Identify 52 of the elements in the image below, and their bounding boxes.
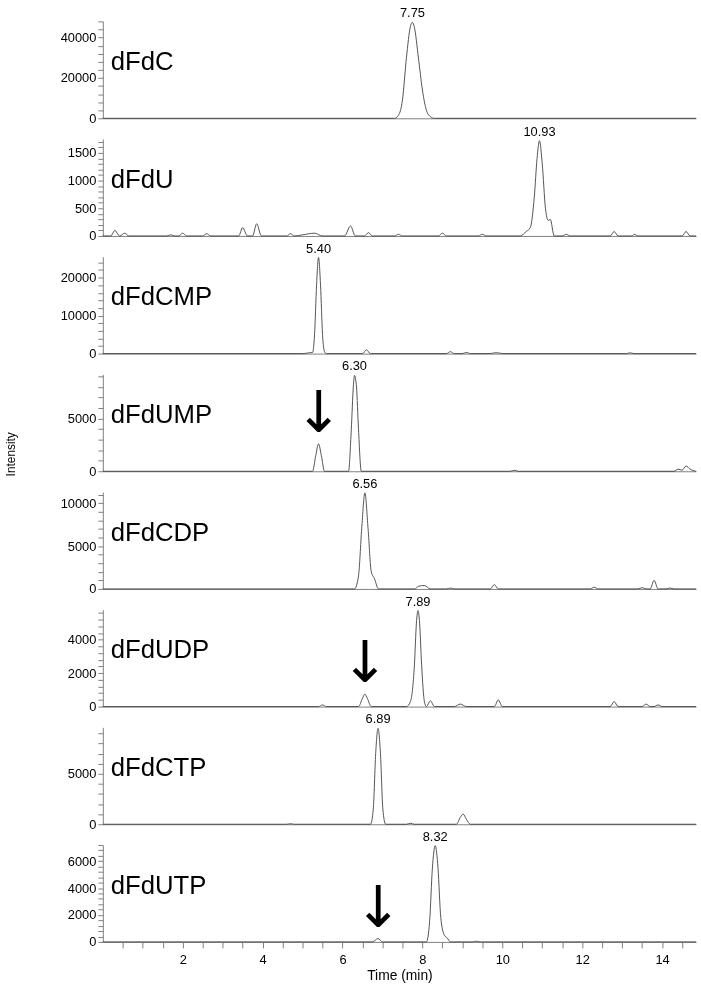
- y-tick-label: 10000: [60, 308, 97, 324]
- text: dFdCMP: [110, 282, 213, 311]
- y-axis-title: Intensity: [4, 432, 19, 477]
- y-tick-label: 4000: [67, 632, 97, 648]
- text: dFdU: [110, 164, 174, 193]
- y-tick-label: 20000: [60, 270, 97, 286]
- y-tick-label: 1000: [67, 173, 97, 189]
- annotation: 7.75: [399, 5, 425, 21]
- y-tick-label: 0: [89, 934, 97, 950]
- y-tick-label: 4000: [67, 880, 97, 896]
- y-tick-label: 0: [89, 228, 97, 244]
- annotation: ↓: [354, 873, 403, 941]
- x-tick-label: 10: [495, 952, 510, 968]
- annotation: ↓: [294, 379, 343, 447]
- annotation: ↓: [340, 629, 389, 697]
- y-tick-label: 5000: [67, 538, 97, 554]
- text: dFdC: [110, 47, 174, 76]
- text: dFdUTP: [110, 870, 207, 899]
- y-tick-label: 6000: [67, 853, 97, 869]
- x-tick-label: 14: [655, 952, 670, 968]
- y-tick-label: 0: [89, 581, 97, 597]
- x-tick-label: 12: [575, 952, 590, 968]
- y-tick-label: 2000: [67, 665, 97, 681]
- text: dFdUMP: [110, 399, 213, 428]
- y-tick-label: 0: [89, 110, 97, 126]
- y-tick-label: 5000: [67, 766, 97, 782]
- text: dFdCTP: [110, 752, 207, 781]
- y-tick-label: 10000: [60, 495, 97, 511]
- x-tick-label: 8: [419, 952, 427, 968]
- annotation: 7.89: [405, 593, 431, 609]
- x-tick-label: 6: [339, 952, 347, 968]
- y-tick-label: 20000: [60, 70, 97, 86]
- x-tick-label: 2: [179, 952, 187, 968]
- y-tick-label: 0: [89, 346, 97, 362]
- y-tick-label: 0: [89, 699, 97, 715]
- annotation: 10.93: [523, 123, 556, 139]
- annotation: 6.89: [365, 711, 391, 727]
- text: dFdUDP: [110, 635, 210, 664]
- annotation: 6.30: [342, 358, 367, 374]
- y-tick-label: 0: [89, 816, 97, 832]
- y-tick-label: 2000: [67, 907, 97, 923]
- text: dFdCDP: [110, 517, 210, 546]
- y-tick-label: 5000: [67, 411, 97, 427]
- annotation: 8.32: [422, 828, 448, 844]
- y-tick-label: 40000: [60, 30, 97, 45]
- x-axis-title: Time (min): [367, 966, 433, 983]
- annotation: 6.56: [352, 475, 378, 491]
- x-tick-label: 4: [259, 952, 267, 968]
- y-tick-label: 0: [89, 463, 97, 479]
- y-tick-label: 1500: [67, 145, 97, 161]
- annotation: 5.40: [306, 240, 332, 256]
- y-tick-label: 500: [74, 200, 97, 216]
